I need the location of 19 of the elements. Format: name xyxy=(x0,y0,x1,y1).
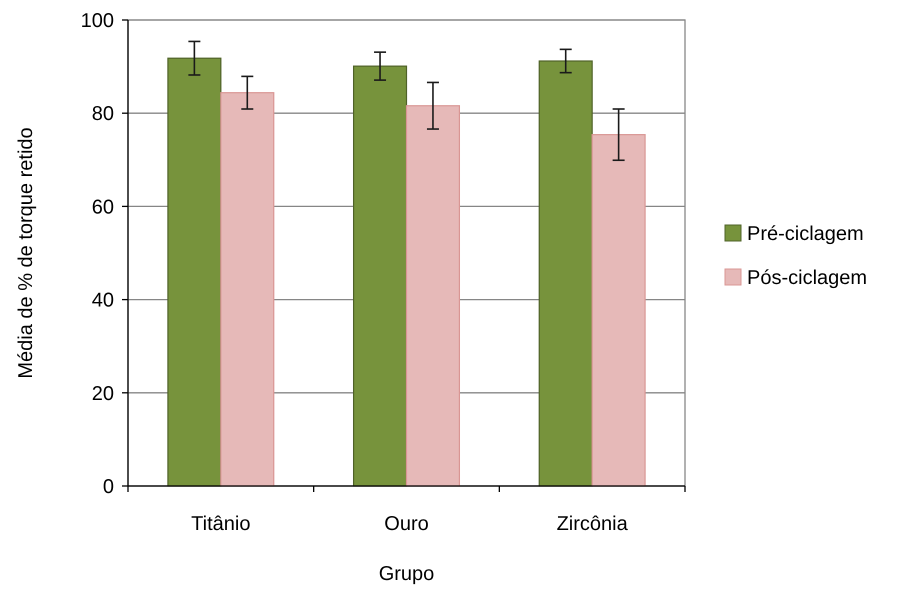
bar xyxy=(352,66,408,487)
y-axis-title: Média de % de torque retido xyxy=(15,127,37,379)
legend-label: Pós-ciclagem xyxy=(747,267,868,289)
bar xyxy=(406,105,460,487)
y-tick-label: 20 xyxy=(92,382,114,405)
y-tick-label: 100 xyxy=(80,10,114,32)
y-tick-label: 80 xyxy=(92,103,114,126)
x-tick-label: Ouro xyxy=(384,513,429,535)
x-tick-label: Titânio xyxy=(191,513,250,535)
y-tick-label: 60 xyxy=(92,196,114,218)
y-tick-label: 0 xyxy=(102,476,114,498)
y-tick-label: 40 xyxy=(92,290,114,312)
bar xyxy=(592,134,646,487)
bar xyxy=(220,92,274,487)
x-axis-title: Grupo xyxy=(378,563,434,585)
bar xyxy=(538,60,593,487)
bar xyxy=(167,58,222,487)
legend-label: Pré-ciclagem xyxy=(747,223,864,245)
x-tick-label: Zircônia xyxy=(556,513,629,535)
